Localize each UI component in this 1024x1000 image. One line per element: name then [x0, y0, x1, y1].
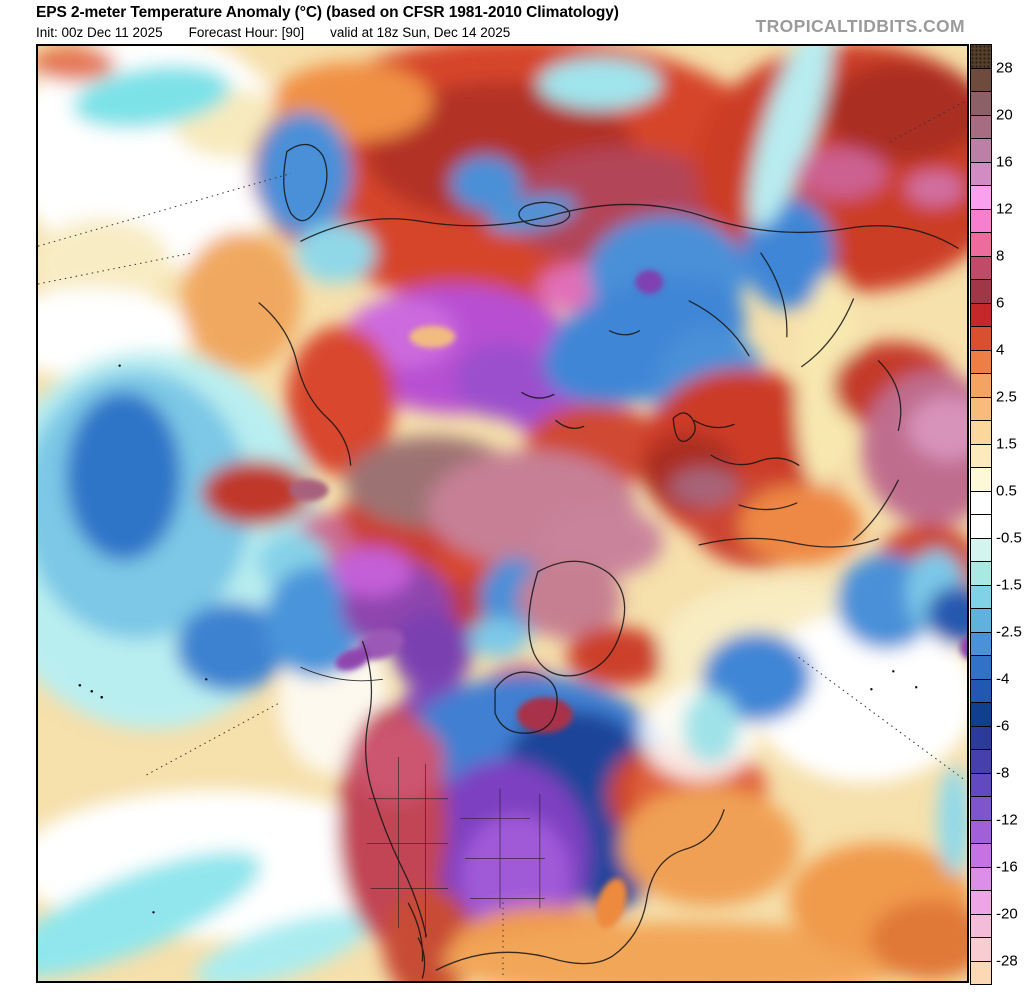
- colorbar-segment: [971, 514, 991, 538]
- colorbar-tick-label: -4: [996, 670, 1010, 688]
- colorbar-segment: [971, 584, 991, 608]
- colorbar-segment: [971, 326, 991, 350]
- colorbar-segment: [971, 819, 991, 843]
- colorbar-segment: [971, 749, 991, 773]
- colorbar-segment: [971, 208, 991, 232]
- forecast-hour-label: Forecast Hour: [90]: [188, 25, 305, 40]
- colorbar-segment: [971, 537, 991, 561]
- colorbar-segment: [971, 45, 991, 68]
- colorbar-ticks: 28 20 16 12 8 6 4 2.5 1.5 0.5 -0.5 -1.5 -2.5 -4 -6 -8 -1…: [996, 44, 1024, 985]
- colorbar-tick-label: 28: [996, 59, 1013, 77]
- colorbar-segment: [971, 161, 991, 185]
- site-watermark: TROPICALTIDBITS.COM: [755, 16, 965, 36]
- colorbar-segment: [971, 890, 991, 914]
- colorbar-segment: [971, 490, 991, 514]
- colorbar-segment: [971, 232, 991, 256]
- anomaly-detail-blobs: [288, 270, 967, 929]
- colorbar-segment: [971, 913, 991, 937]
- colorbar-segment: [971, 255, 991, 279]
- colorbar-segment: [971, 561, 991, 585]
- colorbar-segment: [971, 608, 991, 632]
- colorbar-tick-label: 2.5: [996, 388, 1017, 406]
- colorbar-segment: [971, 843, 991, 867]
- init-time-label: Init: 00z Dec 11 2025: [36, 25, 163, 40]
- colorbar-tick-label: -28: [996, 952, 1018, 970]
- colorbar-segment: [971, 67, 991, 91]
- colorbar-tick-label: -20: [996, 905, 1018, 923]
- colorbar-tick-label: -0.5: [996, 529, 1022, 547]
- colorbar-segment: [971, 302, 991, 326]
- colorbar-segment: [971, 467, 991, 491]
- colorbar-tick-label: 12: [996, 200, 1013, 218]
- colorbar-segment: [971, 91, 991, 115]
- valid-time-label: valid at 18z Sun, Dec 14 2025: [330, 25, 511, 40]
- colorbar-segment: [971, 631, 991, 655]
- colorbar-segment: [971, 655, 991, 679]
- colorbar-tick-label: 6: [996, 294, 1005, 312]
- colorbar-segment: [971, 702, 991, 726]
- colorbar-segment: [971, 185, 991, 209]
- colorbar-tick-label: -6: [996, 717, 1010, 735]
- colorbar-tick-label: -8: [996, 764, 1010, 782]
- colorbar-segment: [971, 443, 991, 467]
- colorbar-tick-label: 16: [996, 153, 1013, 171]
- colorbar-segment: [971, 796, 991, 820]
- colorbar-segment: [971, 373, 991, 397]
- colorbar-tick-label: 0.5: [996, 482, 1017, 500]
- colorbar-segment: [971, 960, 991, 984]
- map-frame: [36, 44, 969, 983]
- colorbar-segment: [971, 396, 991, 420]
- state-borders: [366, 756, 545, 939]
- forecast-info-line: Init: 00z Dec 11 2025 Forecast Hour: [90]…: [36, 25, 510, 40]
- colorbar-tick-label: -2.5: [996, 623, 1022, 641]
- colorbar-tick-label: -1.5: [996, 576, 1022, 594]
- anomaly-field-blobs: [38, 46, 967, 981]
- colorbar-tick-label: -12: [996, 811, 1018, 829]
- colorbar-tick-label: -16: [996, 858, 1018, 876]
- graticule-dotted-lines: [38, 101, 967, 980]
- colorbar-segment: [971, 725, 991, 749]
- colorbar-tick-label: 20: [996, 106, 1013, 124]
- colorbar-tick-label: 8: [996, 247, 1005, 265]
- colorbar-segment: [971, 420, 991, 444]
- island-specks: [78, 364, 918, 914]
- colorbar-segment: [971, 279, 991, 303]
- colorbar: [970, 44, 992, 985]
- colorbar-tick-label: 4: [996, 341, 1005, 359]
- map-title: EPS 2-meter Temperature Anomaly (°C) (ba…: [36, 4, 619, 21]
- colorbar-segment: [971, 678, 991, 702]
- colorbar-segment: [971, 114, 991, 138]
- colorbar-segment: [971, 937, 991, 961]
- colorbar-segment: [971, 866, 991, 890]
- anomaly-map: [38, 46, 967, 981]
- colorbar-segment: [971, 772, 991, 796]
- colorbar-segment: [971, 349, 991, 373]
- colorbar-segment: [971, 138, 991, 162]
- colorbar-tick-label: 1.5: [996, 435, 1017, 453]
